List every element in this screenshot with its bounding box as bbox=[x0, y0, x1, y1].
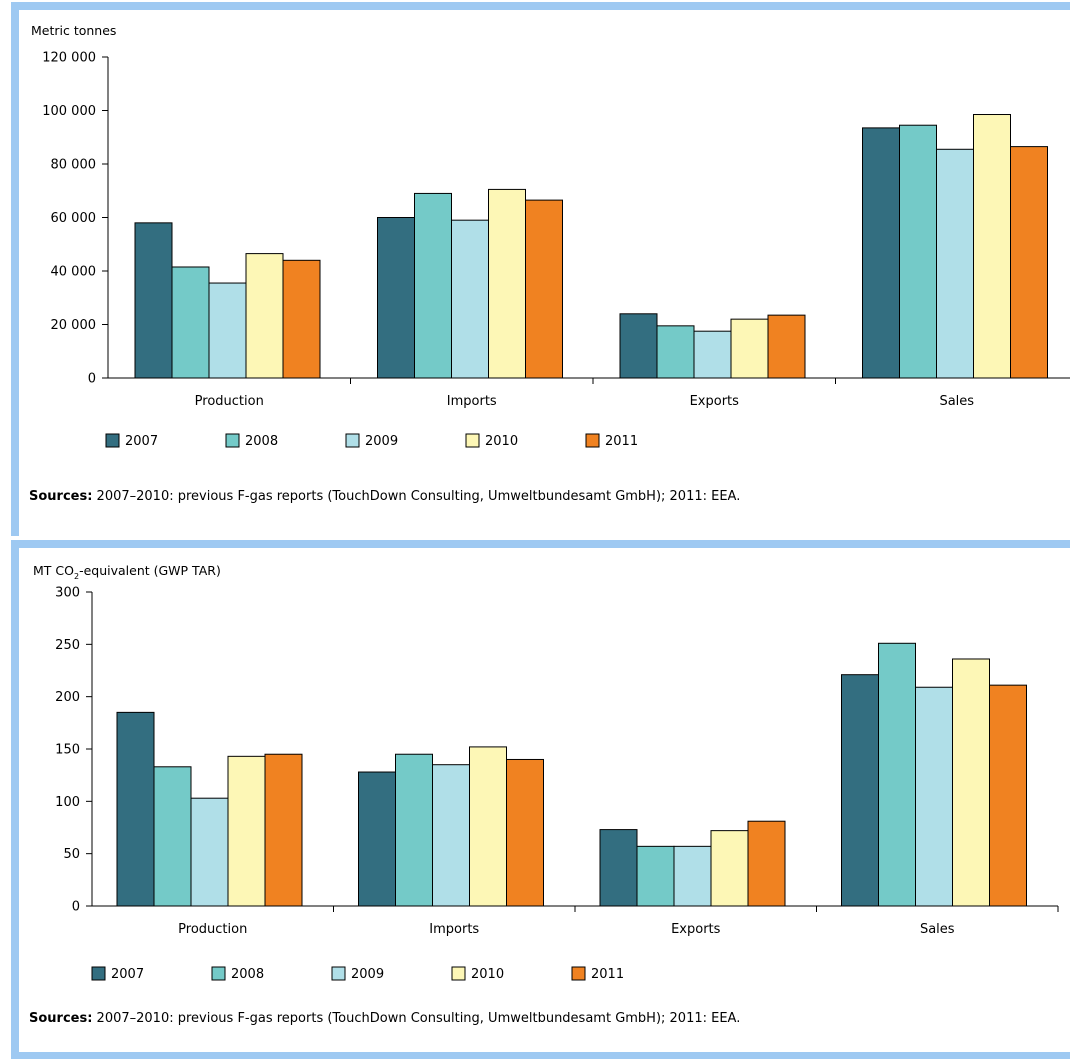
category-label: Imports bbox=[447, 394, 497, 409]
legend-swatch-2008 bbox=[211, 966, 226, 981]
chart-panel-co2: MT CO2-equivalent (GWP TAR) 0 50 100 150 200… bbox=[11, 540, 1070, 1059]
category-label: Sales bbox=[920, 922, 955, 937]
bar-sales-2011 bbox=[989, 684, 1027, 907]
category-label: Exports bbox=[671, 922, 721, 937]
source-note: Sources: 2007–2010: previous F-gas repor… bbox=[29, 1011, 740, 1026]
bar-chart-co2: MT CO2-equivalent (GWP TAR) 0 50 100 150 200… bbox=[33, 563, 1059, 982]
y-tick-label: 50 bbox=[63, 847, 80, 862]
y-axis-title: MT CO2-equivalent (GWP TAR) bbox=[33, 563, 221, 581]
legend-swatch-2011 bbox=[585, 433, 600, 448]
y-tick-label: 200 bbox=[55, 690, 80, 705]
bar-exports-2011 bbox=[767, 314, 806, 379]
source-text: 2007–2010: previous F-gas reports (Touch… bbox=[92, 489, 741, 504]
bar-sales-2011 bbox=[1010, 146, 1048, 379]
y-tick-label: 100 000 bbox=[42, 104, 96, 119]
legend-label-2009: 2009 bbox=[365, 434, 398, 449]
bar-production-2007 bbox=[134, 222, 173, 379]
legend-swatch-2009 bbox=[331, 966, 346, 981]
bar-sales-2008 bbox=[878, 642, 916, 907]
y-tick-label: 40 000 bbox=[51, 265, 97, 280]
bar-exports-2007 bbox=[599, 829, 638, 907]
bar-imports-2009 bbox=[451, 219, 489, 379]
bar-imports-2011 bbox=[525, 199, 563, 379]
y-tick-label: 80 000 bbox=[51, 158, 97, 173]
bar-sales-2010 bbox=[973, 114, 1011, 379]
y-tick-label: 60 000 bbox=[51, 211, 97, 226]
bar-production-2010 bbox=[245, 253, 284, 379]
legend-label-2010: 2010 bbox=[485, 434, 518, 449]
bar-production-2009 bbox=[190, 797, 229, 907]
bar-exports-2010 bbox=[730, 318, 769, 379]
category-label: Production bbox=[178, 922, 247, 937]
bar-exports-2009 bbox=[673, 845, 712, 907]
legend-swatch-2008 bbox=[225, 433, 240, 448]
legend-swatch-2007 bbox=[91, 966, 106, 981]
bar-exports-2008 bbox=[656, 325, 695, 379]
bar-production-2008 bbox=[153, 766, 192, 907]
bar-imports-2007 bbox=[377, 217, 415, 379]
y-axis-title-main: MT CO bbox=[33, 563, 74, 578]
bar-sales-2009 bbox=[936, 148, 974, 379]
legend-label-2010: 2010 bbox=[471, 967, 504, 982]
category-label: Exports bbox=[690, 394, 740, 409]
bar-production-2011 bbox=[264, 753, 303, 907]
category-label: Imports bbox=[429, 922, 479, 937]
bar-production-2011 bbox=[282, 259, 321, 379]
legend-label-2008: 2008 bbox=[231, 967, 264, 982]
bar-sales-2007 bbox=[862, 127, 900, 379]
y-tick-label: 120 000 bbox=[42, 51, 96, 66]
category-label: Production bbox=[195, 394, 264, 409]
bar-imports-2010 bbox=[488, 188, 526, 379]
y-axis-title-subscript: 2 bbox=[74, 572, 79, 581]
legend-label-2011: 2011 bbox=[605, 434, 638, 449]
legend-label-2011: 2011 bbox=[591, 967, 624, 982]
legend-label-2009: 2009 bbox=[351, 967, 384, 982]
bar-exports-2011 bbox=[747, 820, 786, 907]
bar-exports-2007 bbox=[619, 313, 658, 379]
bar-chart-tonnes: Metric tonnes 0 20 000 40 000 60 000 80 000 1… bbox=[31, 23, 1070, 449]
legend-label-2008: 2008 bbox=[245, 434, 278, 449]
bar-imports-2008 bbox=[414, 192, 452, 379]
bar-production-2009 bbox=[208, 282, 247, 379]
bar-imports-2011 bbox=[506, 758, 544, 907]
bar-exports-2010 bbox=[710, 830, 749, 907]
y-axis-title: Metric tonnes bbox=[31, 23, 116, 38]
legend-swatch-2010 bbox=[451, 966, 466, 981]
source-label: Sources: bbox=[29, 489, 93, 504]
y-tick-label: 0 bbox=[72, 900, 80, 915]
legend-swatch-2010 bbox=[465, 433, 480, 448]
bar-sales-2008 bbox=[899, 124, 937, 379]
source-label: Sources: bbox=[29, 1011, 93, 1026]
bar-exports-2008 bbox=[636, 845, 675, 907]
bar-imports-2008 bbox=[395, 753, 433, 907]
legend-label-2007: 2007 bbox=[125, 434, 158, 449]
source-note: Sources: 2007–2010: previous F-gas repor… bbox=[29, 489, 740, 504]
bar-imports-2010 bbox=[469, 746, 507, 907]
bar-production-2007 bbox=[116, 711, 155, 907]
y-axis-title-suffix: -equivalent (GWP TAR) bbox=[79, 563, 221, 578]
chart-panel-tonnes: Metric tonnes 0 20 000 40 000 60 000 80 000 1… bbox=[11, 2, 1070, 536]
source-text: 2007–2010: previous F-gas reports (Touch… bbox=[92, 1011, 741, 1026]
bar-exports-2009 bbox=[693, 330, 732, 379]
bar-sales-2007 bbox=[841, 674, 879, 907]
y-tick-label: 250 bbox=[55, 638, 80, 653]
y-tick-label: 150 bbox=[55, 743, 80, 758]
legend-swatch-2009 bbox=[345, 433, 360, 448]
bar-sales-2010 bbox=[952, 658, 990, 907]
y-tick-label: 100 bbox=[55, 795, 80, 810]
bar-sales-2009 bbox=[915, 686, 953, 907]
y-tick-label: 300 bbox=[55, 586, 80, 601]
y-tick-label: 0 bbox=[88, 372, 96, 387]
y-tick-label: 20 000 bbox=[51, 318, 97, 333]
bar-production-2010 bbox=[227, 755, 266, 907]
legend-swatch-2007 bbox=[105, 433, 120, 448]
bar-imports-2007 bbox=[358, 771, 396, 907]
category-label: Sales bbox=[939, 394, 974, 409]
bar-production-2008 bbox=[171, 266, 210, 379]
bar-imports-2009 bbox=[432, 764, 470, 907]
legend-swatch-2011 bbox=[571, 966, 586, 981]
legend-label-2007: 2007 bbox=[111, 967, 144, 982]
